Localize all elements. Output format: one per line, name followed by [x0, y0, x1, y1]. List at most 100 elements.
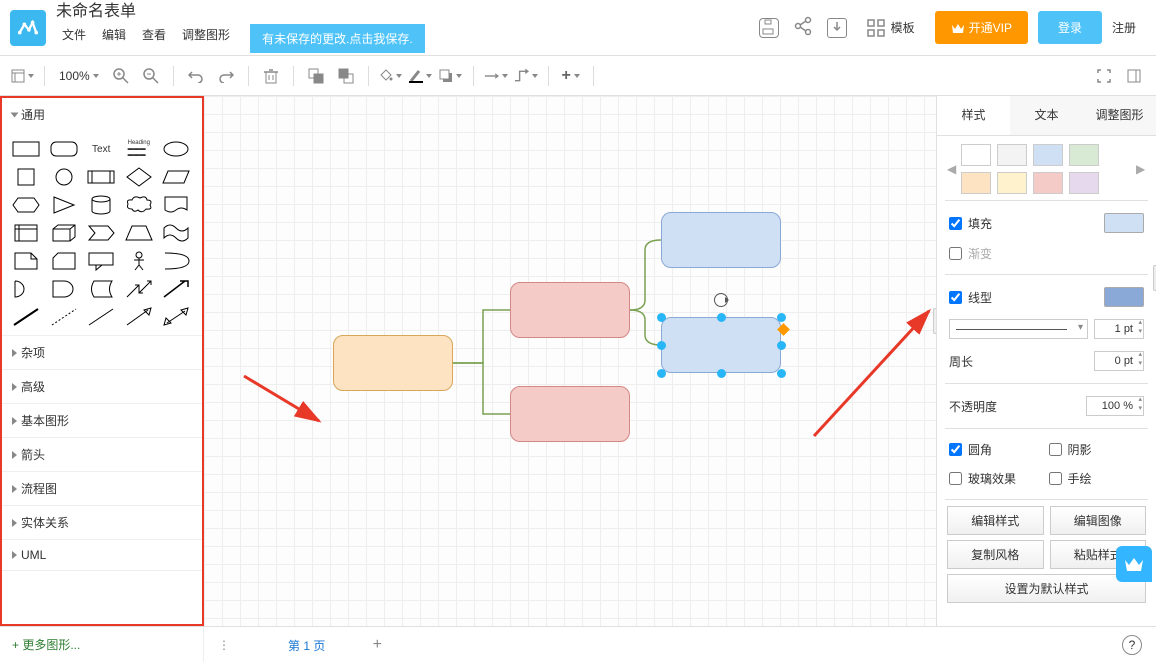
resize-handle[interactable] [777, 341, 786, 350]
resize-handle[interactable] [657, 313, 666, 322]
shape-triangle[interactable] [48, 193, 80, 217]
menu-view[interactable]: 查看 [136, 24, 172, 53]
waypoint-dropdown[interactable] [514, 64, 538, 88]
document-title[interactable]: 未命名表单 [56, 2, 425, 22]
resize-handle[interactable] [777, 369, 786, 378]
tab-text[interactable]: 文本 [1010, 96, 1083, 135]
color-swatch[interactable] [997, 172, 1027, 194]
menu-adjust[interactable]: 调整图形 [176, 24, 236, 53]
vip-corner-badge[interactable] [1116, 546, 1152, 582]
diagram-node[interactable] [510, 282, 630, 338]
save-icon[interactable] [759, 18, 779, 38]
diagram-node[interactable] [661, 212, 781, 268]
diagram-node[interactable] [333, 335, 453, 391]
view-mode-dropdown[interactable] [10, 64, 34, 88]
shape-data-storage[interactable] [85, 277, 117, 301]
line-style-select[interactable] [949, 319, 1088, 339]
sidebar-section-6[interactable]: UML [2, 540, 202, 570]
sidebar-section-1[interactable]: 高级 [2, 370, 202, 403]
resize-handle[interactable] [657, 369, 666, 378]
color-swatch[interactable] [961, 144, 991, 166]
glass-checkbox[interactable]: 玻璃效果 [949, 470, 1016, 487]
to-front-icon[interactable] [304, 64, 328, 88]
shape-parallelogram[interactable] [160, 165, 192, 189]
color-swatch[interactable] [1069, 144, 1099, 166]
tab-arrange[interactable]: 调整图形 [1083, 96, 1156, 135]
more-shapes-link[interactable]: + 更多图形... [0, 626, 92, 663]
shape-or[interactable] [10, 277, 42, 301]
shape-bidir-arrow[interactable] [123, 277, 155, 301]
pages-menu-icon[interactable]: ⋮ [210, 631, 238, 659]
fill-checkbox[interactable]: 填充 [949, 215, 992, 232]
color-swatch[interactable] [1033, 172, 1063, 194]
insert-dropdown[interactable]: + [559, 64, 583, 88]
delete-icon[interactable] [259, 64, 283, 88]
register-link[interactable]: 注册 [1112, 19, 1136, 36]
copy-style-button[interactable]: 复制风格 [947, 540, 1044, 569]
shadow-dropdown[interactable] [439, 64, 463, 88]
diagram-node[interactable] [510, 386, 630, 442]
opacity-input[interactable]: 100 % [1086, 396, 1144, 416]
diagram-node[interactable] [661, 317, 781, 373]
to-back-icon[interactable] [334, 64, 358, 88]
share-icon[interactable] [793, 16, 813, 39]
rounded-checkbox[interactable]: 圆角 [949, 441, 992, 458]
shape-square[interactable] [10, 165, 42, 189]
sidebar-section-general[interactable]: 通用 [2, 98, 202, 131]
shape-circle[interactable] [48, 165, 80, 189]
rotate-handle[interactable] [714, 293, 728, 307]
menu-file[interactable]: 文件 [56, 24, 92, 53]
redo-icon[interactable] [214, 64, 238, 88]
add-page-button[interactable]: + [365, 633, 389, 657]
color-swatch[interactable] [1033, 144, 1063, 166]
sidebar-section-0[interactable]: 杂项 [2, 336, 202, 369]
shape-cloud[interactable] [123, 193, 155, 217]
perimeter-input[interactable]: 0 pt [1094, 351, 1144, 371]
sidebar-section-5[interactable]: 实体关系 [2, 506, 202, 539]
template-button[interactable]: 模板 [867, 19, 915, 37]
tab-style[interactable]: 样式 [937, 96, 1010, 135]
shape-step[interactable] [85, 221, 117, 245]
format-panel-icon[interactable] [1122, 64, 1146, 88]
shape-cylinder[interactable] [85, 193, 117, 217]
app-logo[interactable] [10, 10, 46, 46]
shape-line-thin[interactable] [85, 305, 117, 329]
menu-edit[interactable]: 编辑 [96, 24, 132, 53]
shape-note[interactable] [10, 249, 42, 273]
resize-handle[interactable] [717, 369, 726, 378]
shape-rounded-rect[interactable] [48, 137, 80, 161]
shape-document[interactable] [160, 193, 192, 217]
vip-button[interactable]: 开通VIP [935, 11, 1028, 44]
shape-arrow[interactable] [160, 277, 192, 301]
line-color-dropdown[interactable] [409, 64, 433, 88]
export-icon[interactable] [827, 18, 847, 38]
stroke-checkbox[interactable]: 线型 [949, 289, 992, 306]
gradient-checkbox[interactable]: 渐变 [949, 245, 992, 262]
shape-and[interactable] [48, 277, 80, 301]
sidebar-section-4[interactable]: 流程图 [2, 472, 202, 505]
canvas[interactable] [204, 96, 936, 626]
shape-dashed-line[interactable] [48, 305, 80, 329]
shape-card[interactable] [48, 249, 80, 273]
resize-handle[interactable] [717, 313, 726, 322]
shape-actor[interactable] [123, 249, 155, 273]
shape-diamond[interactable] [123, 165, 155, 189]
color-swatch[interactable] [997, 144, 1027, 166]
shape-hexagon[interactable] [10, 193, 42, 217]
login-button[interactable]: 登录 [1038, 11, 1102, 44]
sketch-checkbox[interactable]: 手绘 [1049, 470, 1092, 487]
shape-rect[interactable] [10, 137, 42, 161]
sidebar-section-2[interactable]: 基本图形 [2, 404, 202, 437]
shape-curve[interactable] [160, 249, 192, 273]
shape-line[interactable] [10, 305, 42, 329]
resize-handle[interactable] [657, 341, 666, 350]
color-swatch[interactable] [1069, 172, 1099, 194]
swatch-next[interactable]: ▶ [1136, 161, 1146, 177]
fill-color-well[interactable] [1104, 213, 1144, 233]
shape-trapezoid[interactable] [123, 221, 155, 245]
shape-tape[interactable] [160, 221, 192, 245]
zoom-select[interactable]: 100% [55, 67, 103, 85]
zoom-in-icon[interactable] [109, 64, 133, 88]
shape-directional[interactable] [123, 305, 155, 329]
resize-handle[interactable] [777, 313, 786, 322]
